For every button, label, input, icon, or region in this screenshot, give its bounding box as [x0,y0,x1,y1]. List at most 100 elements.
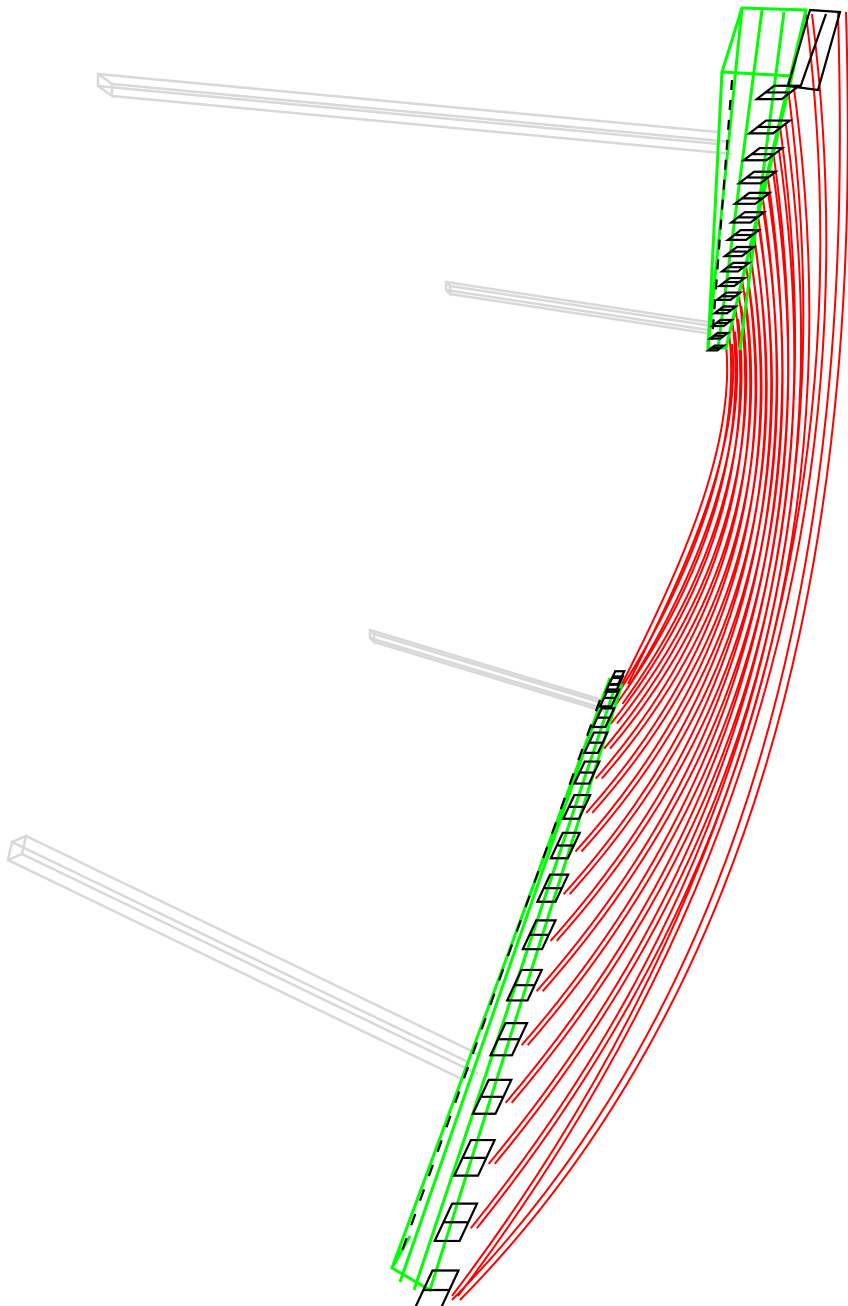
connector-strand [487,122,797,1165]
connector-strand [451,13,822,1297]
lower-clamp [591,707,616,729]
lower-panel-end [390,1235,412,1269]
clamp-frame [716,276,748,288]
connector-cable [562,230,773,895]
connector-strand [621,343,729,685]
top-clamp [786,8,842,92]
clamp-frame [724,229,763,241]
lower-panel-edge [412,689,616,1291]
support-arm-edge [111,94,733,156]
connector-strand [520,173,784,1046]
connector-strand [603,292,747,750]
upper-clamp [707,331,731,340]
connector-strand [610,305,742,725]
upper-clamp [735,170,779,185]
clamp-frame [535,873,570,903]
support-arm-end [97,72,114,99]
lower-clamp-rail [396,699,602,1263]
upper-clamp [718,261,753,273]
lower-panel-edge [398,693,606,1283]
connector-cable [451,13,828,1297]
clamp-frame [705,344,727,352]
connector-strand [616,305,748,725]
connector-strand [627,343,735,685]
upper-clamp [728,211,768,224]
upper-clamp [724,229,763,241]
clamp-frame [598,688,622,708]
upper-clamp [711,305,740,315]
lower-clamp [488,1022,529,1057]
lower-clamp [521,919,558,951]
upper-clamp [746,119,794,135]
lower-clamp [572,760,602,785]
support-arm-edge [444,280,709,332]
support-arm [444,280,713,336]
clamp-frame [582,731,610,754]
upper-clamp [731,191,773,205]
upper-clamp [705,344,727,352]
connector-strand [621,318,743,705]
upper-clamp [753,84,803,101]
clamp-frame [753,84,803,101]
clamp-frame [746,119,794,135]
connector-strand [504,150,790,1104]
outer-connector-strand [451,11,841,1301]
clamp-frame [718,261,753,273]
clamp-frame [505,968,544,1002]
clamp-frame [731,191,773,205]
lower-clamp [603,675,625,693]
support-arm-edge [368,628,603,710]
support-arm-edge [21,852,479,1076]
support-arm-edge [449,284,713,328]
connector-strand [625,331,739,691]
support-arm-edge [25,834,483,1058]
clamp-frame [433,1202,479,1243]
connector-cable [610,305,748,725]
connector-strand [574,247,762,853]
upper-clamp [713,291,744,302]
upper-panel-edge [706,71,724,349]
support-arm-edge [6,840,469,1082]
connector-cable [615,318,743,705]
connector-strand [549,213,773,942]
upper-clamp [721,245,758,258]
clamp-frame [740,146,786,162]
lower-clamp [561,793,592,820]
support-arm-edge [373,640,607,714]
support-arms [6,72,733,1082]
upper-clamp [709,318,735,328]
connector-strand [457,13,828,1297]
connector-strand [615,318,737,705]
upper-clamp [716,276,748,288]
clamp-frame [561,793,592,820]
lower-clamp [471,1078,514,1115]
lower-clamp [582,731,610,754]
support-arm-edge [111,82,733,144]
clamp-frame [709,318,735,328]
support-arm-edge [96,72,719,146]
clamp-frame [721,245,758,258]
clamp-frame [488,1022,529,1057]
clamp-frame [713,291,744,302]
clamp-frame [707,331,731,340]
clamp-frame [591,707,616,729]
connector-strand [619,331,733,691]
upper-clamp [740,146,786,162]
upper-panel-rib [716,9,764,349]
support-arm-end [7,833,28,862]
support-arm [96,72,733,156]
red-connector-bundle [451,11,848,1301]
clamp-frame [786,8,842,92]
support-arm-end [445,281,452,298]
lower-panel [390,677,624,1293]
clamp-frame [452,1138,497,1177]
lower-clamp [598,688,622,708]
upper-clamp-rail [710,79,734,341]
lower-clamp [505,968,544,1002]
clamp-frame [711,305,740,315]
clamp-frame [735,170,779,185]
lower-clamp [433,1202,479,1243]
connector-strand [470,88,805,1229]
clamp-frame [471,1078,514,1115]
